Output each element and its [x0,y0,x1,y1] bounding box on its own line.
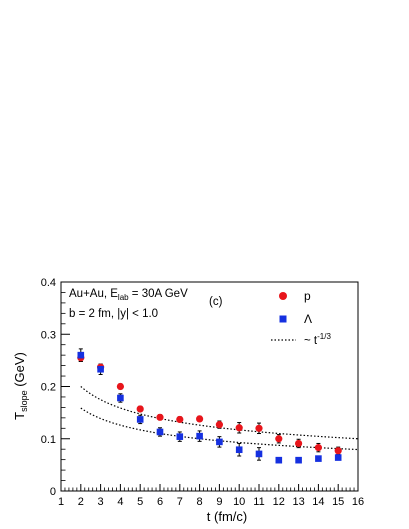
x-axis-label: t (fm/c) [207,509,247,524]
data-point-p [314,444,322,452]
data-point-p [275,435,283,443]
y-tick-label: 0 [50,486,56,498]
x-tick-label: 7 [177,496,183,508]
x-tick-label: 13 [292,496,304,508]
data-point-p [196,415,204,423]
x-tick-label: 9 [216,496,222,508]
x-tick-label: 16 [352,496,364,508]
x-tick-label: 10 [233,496,245,508]
legend-label-lambda: Λ [304,312,312,326]
x-tick-label: 6 [157,496,163,508]
data-point-lambda [334,454,342,461]
data-point-p [255,424,263,432]
x-tick-label: 14 [312,496,324,508]
annotation-conditions: b = 2 fm, |y| < 1.0 [69,308,158,320]
x-tick-label: 15 [332,496,344,508]
x-tick-label: 2 [78,496,84,508]
data-point-lambda [255,450,263,458]
x-tick-label: 3 [98,496,104,508]
y-tick-label: 0.4 [41,277,56,289]
data-point-lambda [275,456,283,464]
y-tick-label: 0.2 [41,382,56,394]
legend: p Λ ~ t-1/3 [271,289,331,347]
marker-layer [77,351,342,464]
legend-label-p: p [304,289,311,303]
data-point-lambda [235,446,243,454]
x-tick-label: 4 [117,496,123,508]
data-point-p [215,421,223,429]
data-point-p [156,413,164,421]
data-point-lambda [97,365,104,373]
data-point-lambda [136,416,144,423]
data-point-p [235,424,243,432]
y-tick-label: 0.1 [41,434,56,446]
annotation-collision: Au+Au, Elab = 30A GeV [69,288,188,302]
data-point-lambda [77,351,85,359]
data-point-lambda [176,433,184,440]
x-tick-label: 12 [273,496,285,508]
data-point-p [334,447,342,455]
x-tick-label: 8 [197,496,203,508]
data-point-lambda [216,438,223,446]
y-tick-label: 0.3 [41,329,56,341]
panel-label: (c) [209,296,223,308]
y-axis-label: Tslope (GeV) [12,352,29,420]
legend-marker-lambda [279,315,287,323]
x-tick-label: 5 [137,496,143,508]
data-point-p [116,382,124,391]
x-tick-label: 11 [253,496,264,508]
data-point-p [295,439,303,448]
data-point-p [176,415,184,424]
legend-marker-p [279,292,287,300]
fit-curve-1 [80,386,359,440]
data-point-lambda [315,455,322,462]
data-point-lambda [295,456,302,464]
legend-label-fit: ~ t-1/3 [304,332,331,347]
data-point-lambda [117,394,124,402]
data-point-lambda [196,432,203,440]
data-point-lambda [156,428,164,436]
data-point-p [136,405,144,413]
x-tick-label: 1 [58,496,64,508]
